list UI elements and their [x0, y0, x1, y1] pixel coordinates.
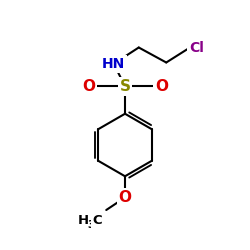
Text: C: C: [92, 214, 102, 227]
Text: O: O: [155, 79, 168, 94]
Text: O: O: [82, 79, 95, 94]
Text: 3: 3: [87, 220, 94, 230]
Text: Cl: Cl: [189, 40, 204, 54]
Text: S: S: [120, 79, 130, 94]
Text: H: H: [78, 214, 89, 227]
Text: HN: HN: [102, 57, 126, 71]
Text: O: O: [118, 190, 132, 205]
